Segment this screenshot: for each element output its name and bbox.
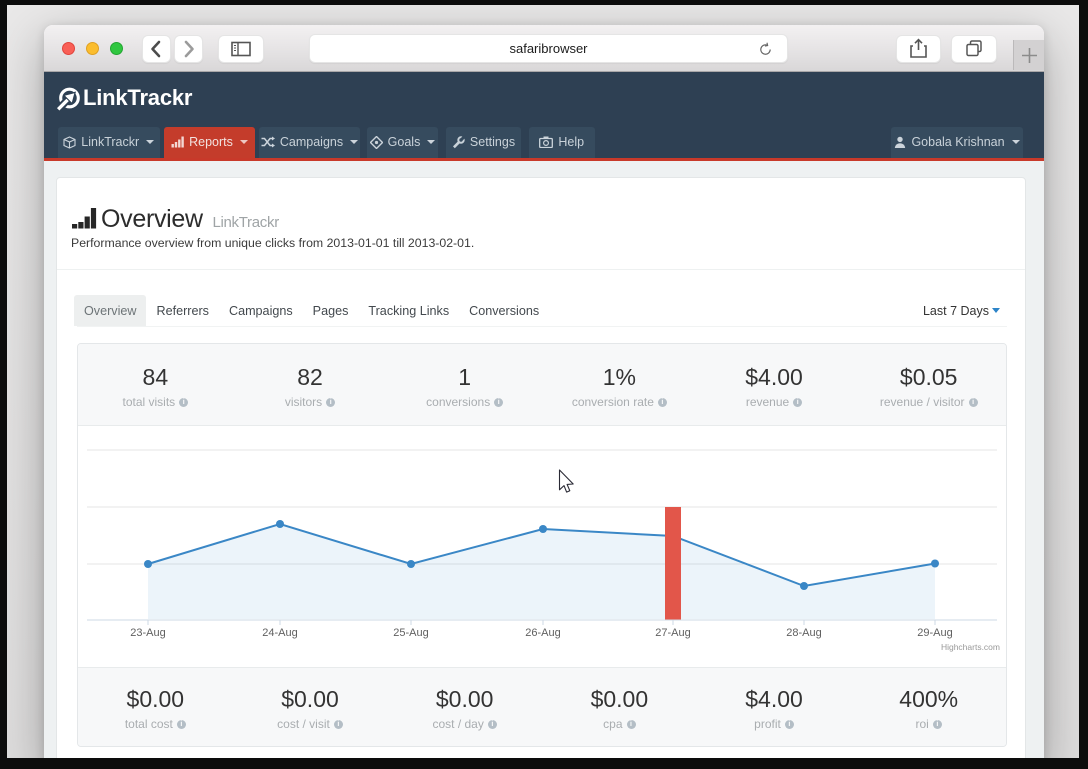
svg-text:23-Aug: 23-Aug — [130, 627, 165, 639]
svg-text:27-Aug: 27-Aug — [655, 627, 690, 639]
svg-text:24-Aug: 24-Aug — [262, 627, 297, 639]
svg-text:28-Aug: 28-Aug — [786, 627, 821, 639]
svg-text:25-Aug: 25-Aug — [393, 627, 428, 639]
svg-text:26-Aug: 26-Aug — [525, 627, 560, 639]
svg-text:29-Aug: 29-Aug — [917, 627, 952, 639]
svg-text:Highcharts.com: Highcharts.com — [941, 642, 1000, 652]
